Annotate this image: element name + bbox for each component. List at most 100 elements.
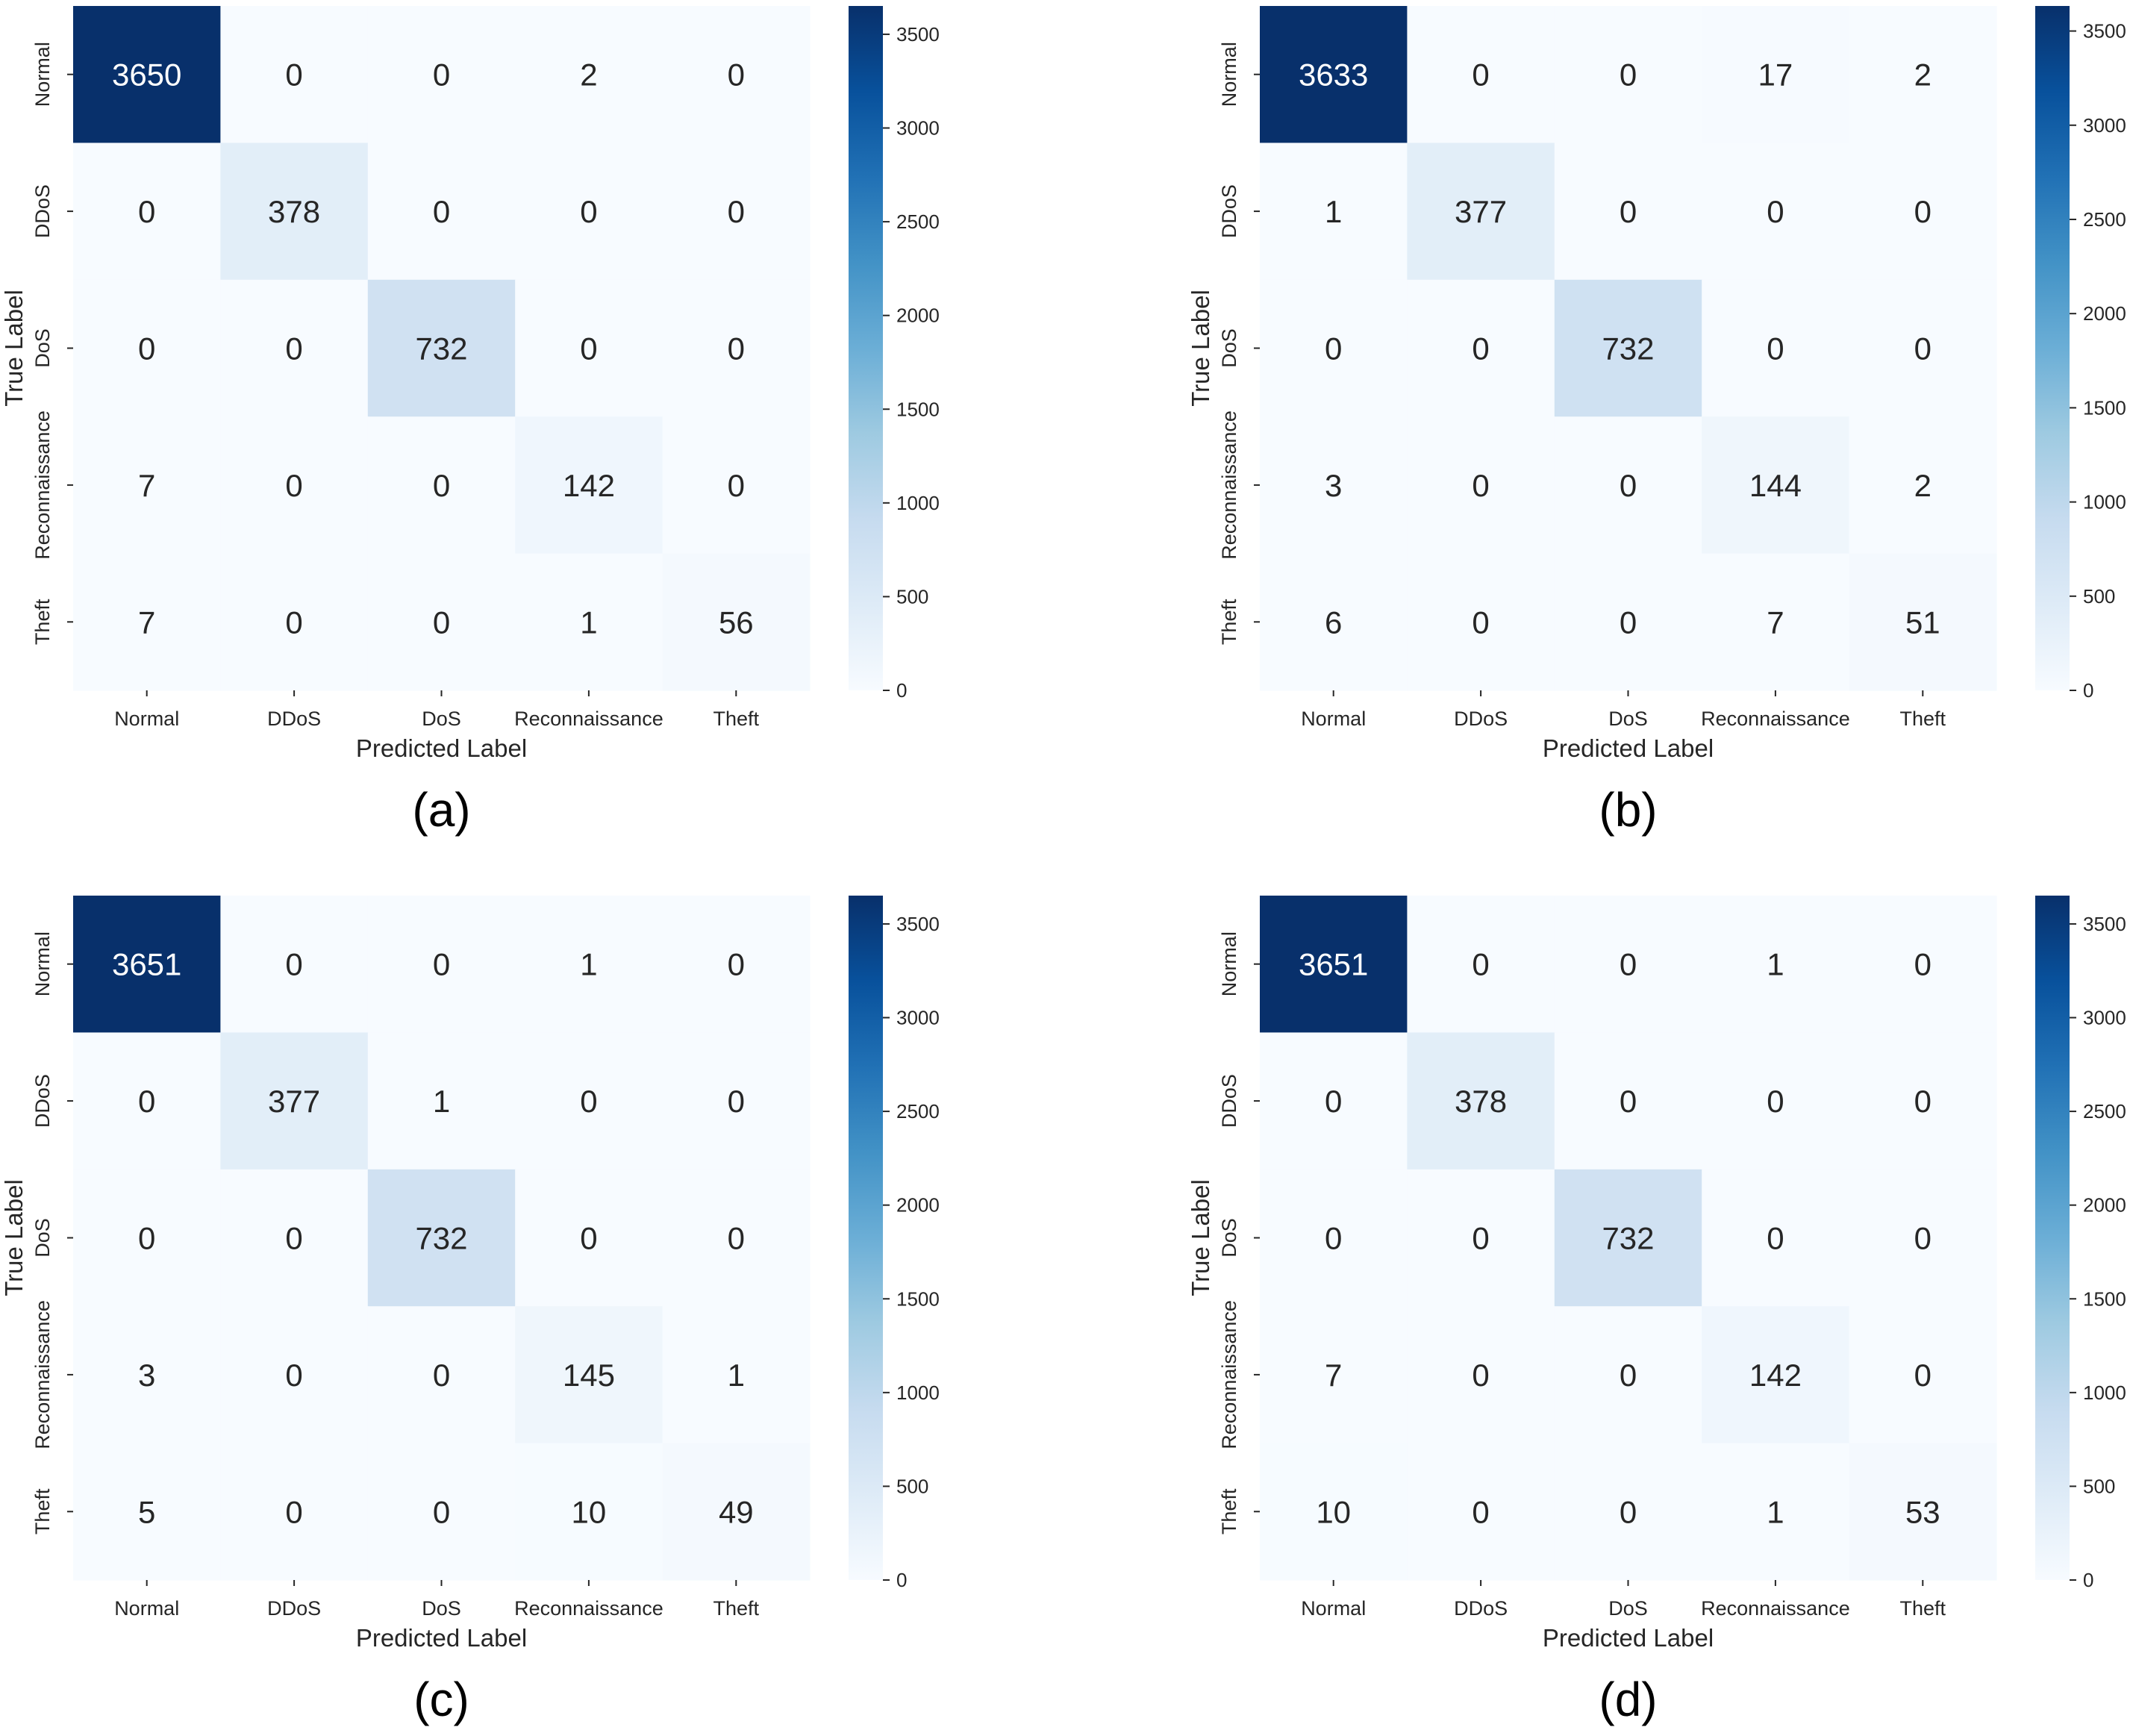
cell-value-label: 142	[1749, 1358, 1802, 1393]
cell-value-label: 0	[285, 331, 302, 366]
y-tick-label: Normal	[1218, 931, 1240, 996]
cell-value-label: 1	[1325, 194, 1342, 229]
heatmap-cell	[515, 279, 663, 417]
x-tick-label: Reconnaissance	[1701, 708, 1850, 730]
heatmap-cell	[220, 1443, 369, 1581]
cell-value-label: 0	[433, 1494, 450, 1529]
cell-value-label: 145	[563, 1358, 615, 1393]
cell-value-label: 7	[1767, 605, 1784, 640]
heatmap-cell	[1407, 896, 1555, 1033]
cell-value-label: 0	[138, 331, 155, 366]
y-tick-label: DDoS	[31, 184, 54, 238]
heatmap-cell	[1702, 1306, 1850, 1444]
cell-value-label: 1	[580, 947, 597, 982]
heatmap-cell	[515, 896, 663, 1033]
cell-value-label: 1	[728, 1358, 745, 1393]
cell-value-label: 0	[1620, 468, 1637, 503]
heatmap-cell	[220, 1306, 369, 1444]
colorbar-tick-label: 1500	[2083, 1287, 2126, 1310]
heatmap-cell	[1554, 1306, 1702, 1444]
heatmap-cell	[1849, 553, 1997, 691]
x-axis-title: Predicted Label	[1543, 734, 1714, 762]
heatmap-cell	[367, 143, 516, 281]
cell-value-label: 0	[1472, 947, 1489, 982]
heatmap-cell	[1554, 279, 1702, 417]
cell-value-label: 0	[1472, 1358, 1489, 1393]
heatmap-cell	[1554, 416, 1702, 555]
colorbar-tick-label: 3000	[896, 117, 940, 140]
cell-value-label: 6	[1325, 605, 1342, 640]
x-tick-label: Theft	[1900, 1597, 1946, 1620]
x-tick-label: Normal	[114, 1597, 179, 1620]
heatmap-cell	[1407, 1306, 1555, 1444]
heatmap-cell	[1849, 1169, 1997, 1307]
cell-value-label: 0	[433, 468, 450, 503]
heatmap-cell	[662, 416, 811, 555]
colorbar-tick-label: 3500	[2083, 20, 2126, 43]
x-tick-label: Theft	[713, 708, 760, 730]
cell-value-label: 0	[1767, 1084, 1784, 1119]
y-tick-label: Reconnaissance	[31, 410, 54, 560]
confusion-matrix-panel-2: 3633 0 0 17 2 1 377 0 0 0 0 0 732 0 0 3 0 0 144 2 6 0 0 7 51 Norm…	[1187, 6, 2126, 837]
heatmap-cell	[1849, 143, 1997, 281]
cell-value-label: 0	[285, 57, 302, 93]
cell-value-label: 0	[1914, 194, 1931, 229]
heatmap-cell	[515, 553, 663, 691]
cell-value-label: 1	[1767, 947, 1784, 982]
heatmap-cell	[73, 1032, 221, 1170]
x-axis-title: Predicted Label	[356, 734, 527, 762]
colorbar	[2035, 896, 2070, 1580]
cell-value-label: 0	[1472, 57, 1489, 93]
colorbar-tick-label: 3000	[2083, 114, 2126, 137]
heatmap-cell	[1849, 1032, 1997, 1170]
cell-value-label: 0	[728, 1221, 745, 1256]
heatmap-cell	[515, 143, 663, 281]
x-tick-label: DoS	[422, 708, 461, 730]
heatmap-cell	[1260, 416, 1408, 555]
y-tick-label: Normal	[1218, 42, 1240, 107]
heatmap-cell	[367, 6, 516, 143]
cell-value-label: 0	[285, 605, 302, 640]
y-tick-label: Reconnaissance	[1218, 410, 1240, 560]
y-tick-label: DDoS	[31, 1074, 54, 1128]
colorbar-tick-label: 3000	[896, 1007, 940, 1029]
heatmap-cell	[220, 1032, 369, 1170]
cell-value-label: 10	[572, 1494, 607, 1529]
colorbar-tick-label: 0	[2083, 679, 2093, 702]
cell-value-label: 0	[1620, 947, 1637, 982]
heatmap-cell	[1260, 143, 1408, 281]
heatmap-cell	[662, 1443, 811, 1581]
cell-value-label: 1	[433, 1084, 450, 1119]
cell-value-label: 0	[1914, 947, 1931, 982]
heatmap-cell	[662, 896, 811, 1033]
heatmap-cell	[662, 1306, 811, 1444]
cell-value-label: 0	[1472, 1494, 1489, 1529]
colorbar	[849, 6, 883, 690]
colorbar-tick-label: 1000	[896, 492, 940, 514]
cell-value-label: 3651	[1299, 947, 1368, 982]
x-tick-label: Reconnaissance	[514, 708, 663, 730]
colorbar-tick-label: 2500	[896, 1100, 940, 1123]
heatmap-cell	[1260, 896, 1408, 1033]
x-tick-label: Theft	[1900, 708, 1946, 730]
heatmap-cell	[367, 1306, 516, 1444]
x-tick-label: Theft	[713, 1597, 760, 1620]
colorbar-tick-label: 3500	[2083, 913, 2126, 935]
y-tick-label: DoS	[1218, 328, 1240, 368]
cell-value-label: 0	[1325, 1221, 1342, 1256]
colorbar-tick-label: 2000	[896, 305, 940, 327]
heatmap-cell	[1554, 1032, 1702, 1170]
colorbar-tick-label: 1500	[896, 1287, 940, 1310]
heatmap-cell	[73, 1306, 221, 1444]
cell-value-label: 3633	[1299, 57, 1368, 93]
cell-value-label: 0	[138, 1221, 155, 1256]
colorbar-tick-label: 500	[2083, 1475, 2115, 1497]
heatmap-cell	[662, 1032, 811, 1170]
colorbar-tick-label: 500	[896, 1475, 928, 1497]
colorbar-tick-label: 1500	[896, 398, 940, 420]
x-tick-label: Normal	[114, 708, 179, 730]
heatmap-cell	[367, 279, 516, 417]
cell-value-label: 378	[1455, 1084, 1507, 1119]
heatmap-cell	[662, 143, 811, 281]
heatmap-cell	[1702, 143, 1850, 281]
